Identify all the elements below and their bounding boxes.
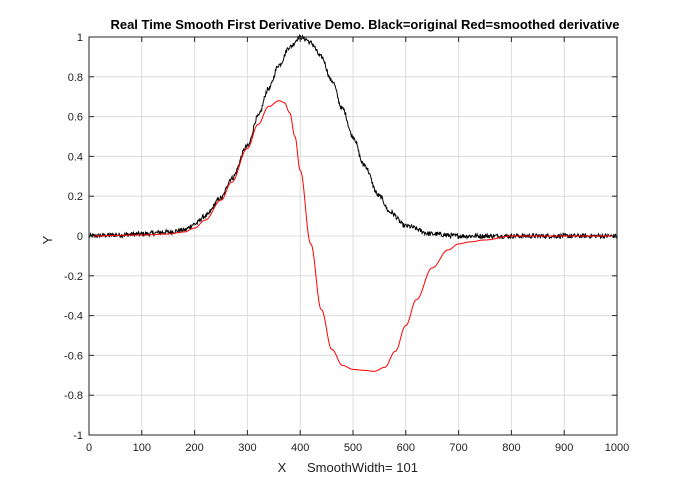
y-tick-label: 0.6 — [68, 112, 83, 124]
y-tick-label: 0.4 — [68, 151, 83, 163]
y-tick-label: -0.6 — [64, 350, 83, 362]
y-tick-label: 0.2 — [68, 191, 83, 203]
x-tick-label: 500 — [344, 442, 362, 454]
x-tick-label: 100 — [133, 442, 151, 454]
series-line-original — [88, 33, 618, 240]
chart-title: Real Time Smooth First Derivative Demo. … — [110, 17, 619, 32]
series-line-smoothed-derivative — [89, 100, 617, 372]
y-tick-label: 0 — [77, 231, 83, 243]
x-tick-label: 900 — [555, 442, 573, 454]
x-tick-label: 800 — [502, 442, 520, 454]
x-tick-label: 400 — [291, 442, 309, 454]
smooth-width-label: SmoothWidth= 101 — [307, 460, 418, 475]
x-tick-label: 300 — [238, 442, 256, 454]
x-tick-label: 600 — [397, 442, 415, 454]
axis-ticks: 0 100 200 300 400 500 600 700 800 900 1000 -1 -0.8 -0… — [64, 32, 629, 454]
x-tick-label: 1000 — [605, 442, 629, 454]
series-lines — [88, 33, 618, 372]
y-tick-label: -1 — [73, 430, 83, 442]
x-tick-label: 0 — [86, 442, 92, 454]
y-tick-label: -0.2 — [64, 271, 83, 283]
x-tick-label: 700 — [449, 442, 467, 454]
y-tick-label: -0.4 — [64, 311, 83, 323]
y-axis-label: Y — [40, 235, 55, 244]
y-tick-label: 1 — [77, 32, 83, 44]
y-tick-label: 0.8 — [68, 72, 83, 84]
y-tick-label: -0.8 — [64, 390, 83, 402]
x-tick-label: 200 — [185, 442, 203, 454]
x-axis-label: X — [278, 460, 287, 475]
